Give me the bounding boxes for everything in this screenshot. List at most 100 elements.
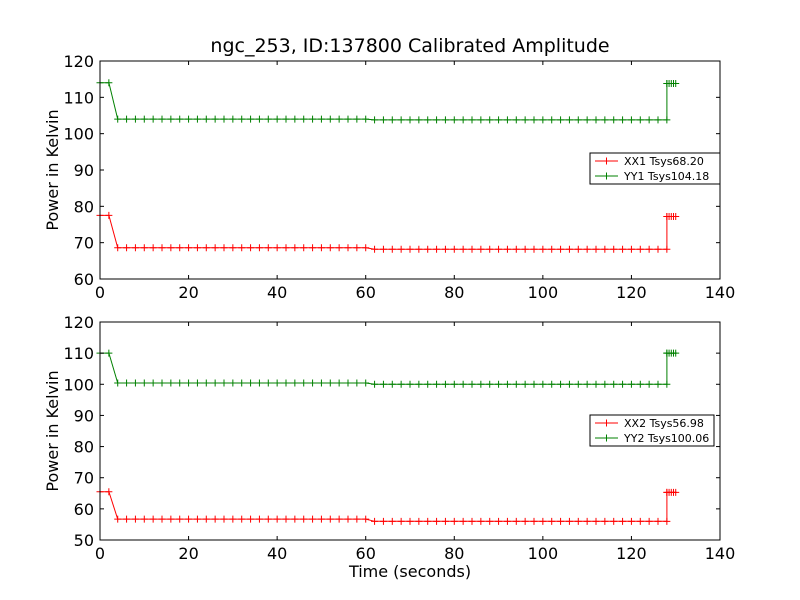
y-axis-label: Power in Kelvin xyxy=(43,109,62,230)
data-point xyxy=(557,245,565,253)
data-point xyxy=(406,245,414,253)
data-point xyxy=(477,116,485,124)
data-point xyxy=(282,115,290,123)
data-point xyxy=(424,380,432,388)
data-point xyxy=(468,517,476,525)
series-line-1 xyxy=(100,491,676,522)
chart-title: ngc_253, ID:137800 Calibrated Amplitude xyxy=(210,35,609,57)
data-point xyxy=(565,517,573,525)
data-point xyxy=(397,380,405,388)
data-point xyxy=(193,515,201,523)
data-point xyxy=(441,245,449,253)
legend-marker xyxy=(603,172,610,180)
data-point xyxy=(619,245,627,253)
data-point xyxy=(450,517,458,525)
data-point xyxy=(610,245,618,253)
data-point xyxy=(335,515,343,523)
data-point xyxy=(273,379,281,387)
data-point xyxy=(557,380,565,388)
y-tick-label: 100 xyxy=(63,375,94,394)
data-point xyxy=(185,115,193,123)
data-point xyxy=(415,380,423,388)
data-point xyxy=(353,244,361,252)
data-point xyxy=(503,380,511,388)
data-point xyxy=(123,115,131,123)
data-point xyxy=(495,245,503,253)
data-point xyxy=(105,488,113,496)
data-point xyxy=(140,379,148,387)
data-point xyxy=(335,379,343,387)
data-point xyxy=(512,380,520,388)
data-point xyxy=(371,517,379,525)
data-point xyxy=(158,244,166,252)
data-point xyxy=(149,244,157,252)
data-point xyxy=(521,380,529,388)
data-point xyxy=(140,244,148,252)
data-point xyxy=(468,245,476,253)
data-point xyxy=(247,379,255,387)
data-point xyxy=(503,245,511,253)
data-point xyxy=(468,380,476,388)
data-point xyxy=(255,379,263,387)
x-tick-label: 0 xyxy=(95,544,105,563)
data-point xyxy=(158,379,166,387)
data-point xyxy=(317,115,325,123)
y-tick-label: 60 xyxy=(74,270,94,289)
data-point xyxy=(521,245,529,253)
data-point xyxy=(176,379,184,387)
data-point xyxy=(238,244,246,252)
data-point xyxy=(495,116,503,124)
legend-entry: XX2 Tsys56.98 xyxy=(624,417,704,430)
data-point xyxy=(149,115,157,123)
data-point xyxy=(654,116,662,124)
data-point xyxy=(362,244,370,252)
x-tick-label: 40 xyxy=(267,544,287,563)
data-point xyxy=(229,379,237,387)
y-axis-label: Power in Kelvin xyxy=(43,370,62,491)
data-point xyxy=(185,244,193,252)
data-point xyxy=(601,116,609,124)
x-tick-label: 140 xyxy=(705,544,736,563)
data-point xyxy=(468,116,476,124)
data-point xyxy=(486,380,494,388)
data-point xyxy=(433,380,441,388)
data-point xyxy=(238,115,246,123)
data-point xyxy=(406,116,414,124)
data-point xyxy=(530,517,538,525)
data-point xyxy=(663,116,671,124)
data-point xyxy=(583,380,591,388)
data-point xyxy=(211,115,219,123)
data-point xyxy=(300,244,308,252)
data-point xyxy=(291,515,299,523)
data-point xyxy=(362,115,370,123)
legend: XX2 Tsys56.98 YY2 Tsys100.06 xyxy=(589,414,715,447)
data-point xyxy=(565,245,573,253)
data-point xyxy=(362,515,370,523)
data-point xyxy=(388,116,396,124)
data-point xyxy=(548,517,556,525)
data-point xyxy=(450,116,458,124)
data-point xyxy=(291,379,299,387)
legend-marker xyxy=(603,434,610,442)
series-line-1 xyxy=(100,214,676,250)
data-point xyxy=(211,515,219,523)
x-tick-label: 80 xyxy=(444,544,464,563)
data-point xyxy=(273,244,281,252)
data-point xyxy=(273,515,281,523)
data-point xyxy=(371,245,379,253)
data-point xyxy=(592,517,600,525)
data-point xyxy=(353,115,361,123)
data-point xyxy=(459,380,467,388)
data-point xyxy=(557,517,565,525)
data-point xyxy=(105,211,113,219)
data-point xyxy=(202,244,210,252)
data-point xyxy=(583,245,591,253)
data-point xyxy=(636,517,644,525)
data-point xyxy=(592,245,600,253)
data-point xyxy=(371,116,379,124)
x-tick-label: 120 xyxy=(616,283,647,302)
data-point xyxy=(379,380,387,388)
data-point xyxy=(565,380,573,388)
data-point xyxy=(583,517,591,525)
data-point xyxy=(424,245,432,253)
